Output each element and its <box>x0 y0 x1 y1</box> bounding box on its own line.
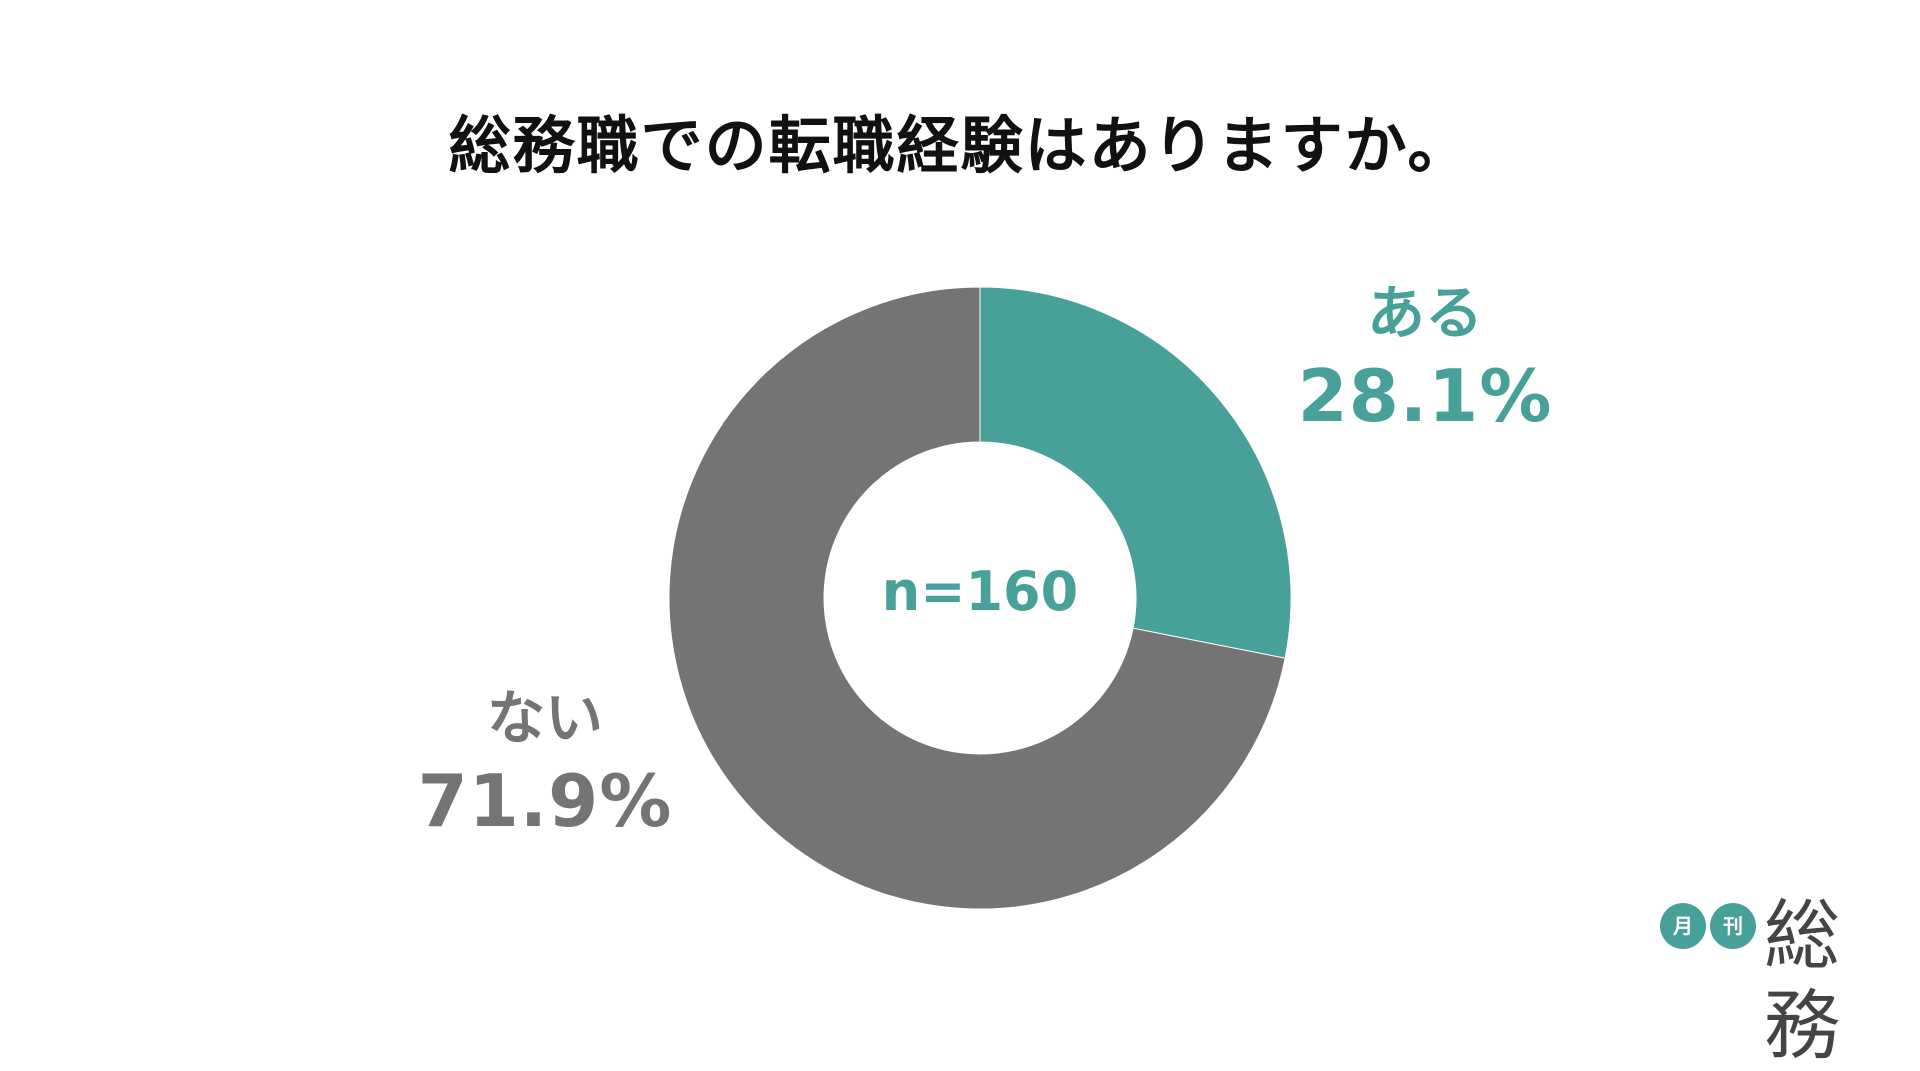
slice-label-aru: ある 28.1% <box>1290 275 1560 441</box>
logo-badge-1: 月 <box>1660 903 1706 949</box>
slice-label-nai: ない 71.9% <box>415 680 675 846</box>
donut-chart <box>668 286 1292 910</box>
donut-slice-nai <box>668 286 1286 910</box>
donut-slice-aru <box>979 286 1292 659</box>
chart-title: 総務職での転職経験はありますか。 <box>448 109 1472 182</box>
sample-size-label: n=160 <box>881 560 1079 623</box>
gekkan-soumu-logo: 月 刊 総務 <box>1660 891 1900 1070</box>
slice-percent-aru: 28.1% <box>1297 354 1553 438</box>
logo-badge-2: 刊 <box>1710 903 1756 949</box>
slice-category-aru: ある <box>1366 279 1483 347</box>
logo-wordmark: 総務 <box>1764 891 1840 1070</box>
slice-category-nai: ない <box>486 684 603 752</box>
slice-percent-nai: 71.9% <box>417 759 673 843</box>
